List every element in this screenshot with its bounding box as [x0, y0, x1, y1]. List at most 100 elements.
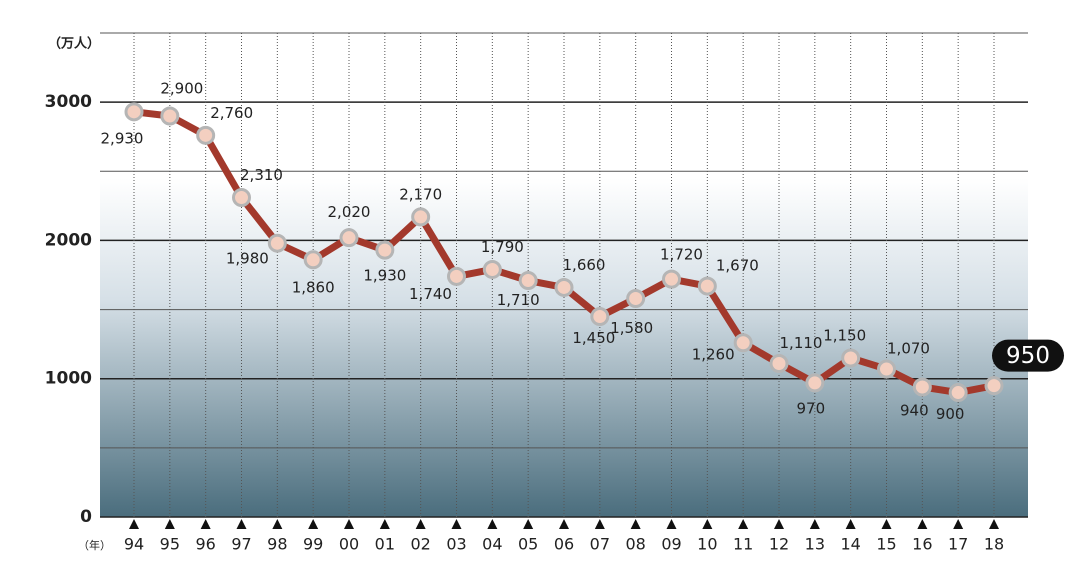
plot-background	[100, 33, 1028, 517]
tick-triangle	[379, 519, 390, 529]
tick-triangle	[845, 519, 856, 529]
tick-triangle	[523, 519, 534, 529]
value-label: 2,020	[328, 203, 371, 221]
y-tick-label: 2000	[45, 230, 92, 250]
point	[124, 102, 144, 122]
x-tick-label: 15	[876, 535, 896, 554]
y-axis-label: （万人）	[48, 36, 100, 52]
x-tick-label: 04	[482, 535, 502, 554]
x-tick-label: 13	[805, 535, 825, 554]
point	[375, 240, 395, 260]
value-label: 1,660	[563, 256, 606, 274]
point	[877, 359, 896, 379]
point	[984, 376, 1004, 396]
x-tick-label: 16	[912, 535, 932, 554]
x-tick-label: 01	[375, 535, 395, 554]
tick-triangle	[774, 519, 784, 529]
x-tick-label: 99	[303, 535, 323, 554]
tick-triangle	[451, 519, 462, 529]
value-label: 970	[797, 399, 826, 417]
point	[196, 125, 216, 145]
x-tick-label: 96	[195, 535, 215, 554]
value-label: 1,720	[660, 246, 703, 264]
point	[554, 277, 574, 297]
tick-triangle	[666, 519, 677, 529]
tick-triangle	[953, 519, 964, 529]
point	[411, 207, 431, 227]
tick-triangle	[594, 519, 605, 529]
value-label: 2,170	[399, 185, 442, 203]
tick-triangle	[129, 519, 139, 529]
point	[948, 383, 968, 403]
point	[339, 228, 359, 248]
tick-triangle	[738, 519, 749, 529]
value-badge	[992, 339, 1064, 372]
point	[626, 289, 646, 309]
value-label: 1,450	[572, 329, 615, 347]
value-label: 1,670	[716, 257, 759, 275]
point	[232, 188, 251, 208]
x-tick-label: 12	[769, 535, 789, 554]
tick-triangle	[702, 519, 713, 529]
x-tick-label: 94	[124, 535, 144, 554]
tick-triangle	[164, 519, 175, 529]
x-tick-label: 97	[231, 535, 251, 554]
x-tick-label: 00	[339, 535, 359, 554]
x-tick-label: 98	[267, 535, 287, 554]
value-label: 1,070	[887, 340, 930, 358]
point	[590, 306, 610, 326]
x-tick-label: 18	[984, 535, 1004, 554]
x-tick-label: 09	[661, 535, 681, 554]
value-label: 2,930	[101, 129, 144, 147]
tick-triangle	[989, 519, 999, 529]
x-tick-label: 11	[733, 535, 753, 554]
x-tick-label: 08	[625, 535, 645, 554]
value-label: 1,980	[226, 250, 269, 268]
value-label: 1,740	[409, 285, 452, 303]
x-tick-label: 10	[697, 535, 717, 554]
point	[160, 106, 180, 126]
point	[697, 276, 717, 296]
x-tick-label: 02	[410, 535, 430, 554]
value-label: 2,760	[210, 104, 253, 122]
value-label: 1,860	[292, 278, 335, 296]
y-tick-label: 1000	[45, 369, 92, 389]
tick-triangle	[917, 519, 928, 529]
value-label: 1,110	[780, 334, 823, 352]
x-tick-label: 05	[518, 535, 538, 554]
tick-triangle	[415, 519, 426, 529]
x-tick-label: 95	[160, 535, 180, 554]
point	[769, 354, 789, 374]
point	[841, 348, 861, 368]
x-tick-label: 17	[948, 535, 968, 554]
tick-triangle	[630, 519, 641, 529]
x-tick-label: 03	[446, 535, 466, 554]
point	[267, 233, 287, 253]
point	[805, 373, 825, 393]
y-tick-label: 0	[80, 507, 92, 527]
tick-triangle	[344, 519, 354, 529]
tick-triangle	[881, 519, 892, 529]
value-label: 950	[1006, 343, 1050, 369]
point	[482, 259, 502, 279]
value-label: 940	[900, 402, 929, 420]
point	[303, 250, 323, 270]
tick-triangle	[559, 519, 569, 529]
tick-triangle	[236, 519, 247, 529]
point	[912, 377, 932, 397]
value-label: 1,790	[481, 238, 524, 256]
point	[447, 266, 466, 286]
tick-triangle	[809, 519, 820, 529]
value-label: 900	[936, 405, 965, 423]
x-tick-label: 06	[554, 535, 574, 554]
value-label: 1,260	[692, 345, 735, 363]
value-label: 1,150	[823, 326, 866, 344]
point	[662, 269, 681, 289]
tick-triangle	[308, 519, 319, 529]
value-label: 2,900	[160, 79, 203, 97]
tick-triangle	[272, 519, 283, 529]
tick-triangle	[487, 519, 498, 529]
value-label: 2,310	[240, 166, 283, 184]
point	[733, 333, 753, 353]
